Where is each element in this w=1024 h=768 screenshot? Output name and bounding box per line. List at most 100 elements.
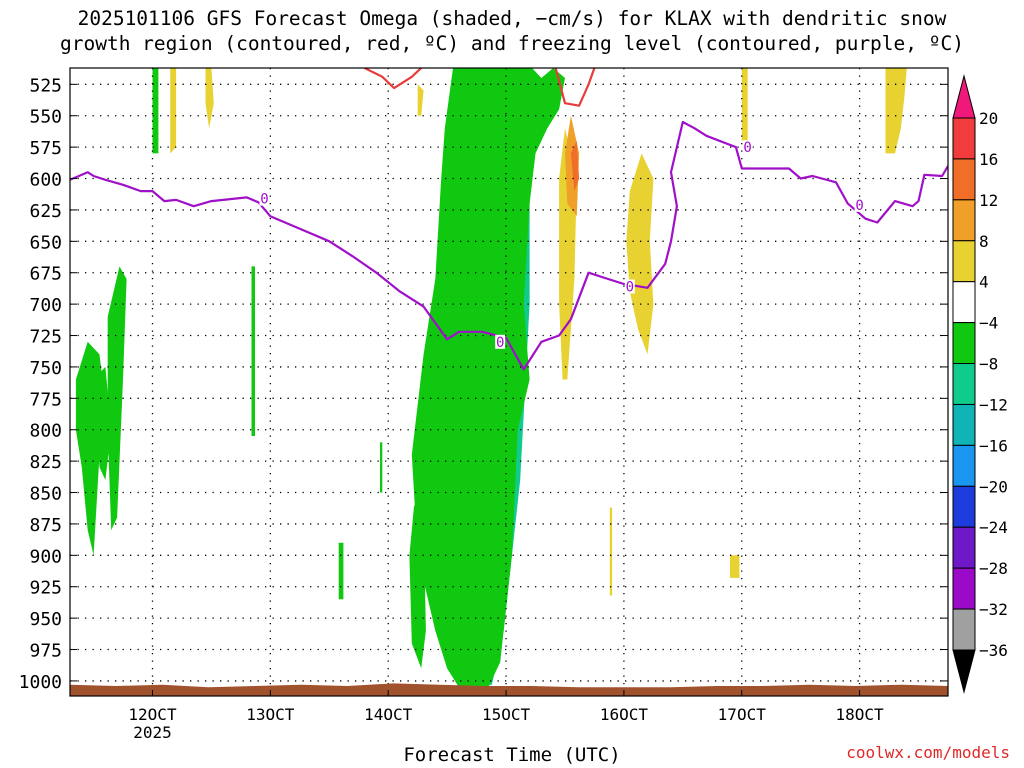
omega-region-4-20 <box>741 68 748 141</box>
x-tick-label-18OCT: 18OCT <box>836 705 885 724</box>
colorbar-segment-1 <box>952 158 976 201</box>
y-tick-label-725: 725 <box>29 327 62 348</box>
y-tick-label-675: 675 <box>29 264 62 285</box>
colorbar-top-arrow <box>952 74 976 119</box>
contours: 0 0 0 0 0 <box>70 68 948 371</box>
omega-region-4-21 <box>885 68 907 154</box>
y-tick-label-775: 775 <box>29 389 62 410</box>
y-tick-label-750: 750 <box>29 358 62 379</box>
x-tick-label-12OCT: 12OCT <box>128 705 177 724</box>
y-tick-label-975: 975 <box>29 641 62 662</box>
y-tick-label-525: 525 <box>29 75 62 96</box>
title-line-2: growth region (contoured, red, ºC) and f… <box>60 32 964 55</box>
omega-region-4-24 <box>417 84 424 116</box>
surface-band <box>70 683 948 696</box>
freezing-level-label-4: 0 <box>855 198 863 214</box>
omega-region-8-26 <box>565 115 580 217</box>
x-tick-label-14OCT: 14OCT <box>364 705 413 724</box>
y-tick-label-625: 625 <box>29 201 62 222</box>
colorbar-label-8: −16 <box>979 436 1008 455</box>
surface-terrain <box>70 683 948 696</box>
omega-region-neg4-16 <box>380 442 383 493</box>
colorbar-segment-6 <box>952 363 976 405</box>
y-tick-label-650: 650 <box>29 232 62 253</box>
colorbar-label-9: −20 <box>979 477 1008 496</box>
colorbar-segment-4 <box>952 281 976 324</box>
omega-region-4-25 <box>609 507 613 596</box>
colorbar-segment-3 <box>952 240 976 283</box>
colorbar-bottom-arrow <box>952 649 976 694</box>
colorbar: 20 16 12 8 4 −4 −8 −12 −16 −20 −24 −28 −32 −36 <box>952 74 1008 694</box>
freezing-level-label-2: 0 <box>626 280 634 296</box>
freezing-level-label-1: 0 <box>496 335 504 351</box>
y-tick-label-1000: 1000 <box>19 672 62 693</box>
colorbar-label-3: 8 <box>979 232 989 251</box>
omega-region-12-27 <box>570 140 580 192</box>
omega-region-4-19 <box>730 555 740 578</box>
colorbar-segment-8 <box>952 444 976 487</box>
x-tick-label-17OCT: 17OCT <box>718 705 767 724</box>
y-tick-label-825: 825 <box>29 452 62 473</box>
freezing-level-line <box>70 120 948 371</box>
x-tick-label-16OCT: 16OCT <box>600 705 649 724</box>
omega-region-neg4-13 <box>152 68 159 154</box>
y-tick-label-875: 875 <box>29 515 62 536</box>
x-axis-tick-labels: 12OCT 13OCT 14OCT 15OCT 16OCT 17OCT 18OCT 2025 <box>128 705 884 742</box>
plot-frame <box>69 67 949 697</box>
omega-region-neg4-9 <box>409 505 426 669</box>
omega-region-neg4-11 <box>93 366 112 480</box>
colorbar-label-10: −24 <box>979 518 1008 537</box>
colorbar-segment-9 <box>952 485 976 528</box>
freezing-label-bg-0 <box>259 191 270 206</box>
colorbar-label-5: −4 <box>979 314 998 333</box>
x-axis-label: Forecast Time (UTC) <box>403 744 621 766</box>
omega-region-neg4-8 <box>411 68 565 688</box>
y-tick-label-900: 900 <box>29 546 62 567</box>
omega-region-4-22 <box>170 68 177 154</box>
colorbar-label-1: 16 <box>979 150 998 169</box>
omega-shading <box>75 68 907 688</box>
freezing-label-bg-4 <box>854 197 865 212</box>
colorbar-label-0: 20 <box>979 109 998 128</box>
omega-region-4-18 <box>626 153 654 355</box>
colorbar-segment-11 <box>952 567 976 610</box>
colorbar-segment-5 <box>952 322 976 365</box>
omega-region-neg4-15 <box>338 542 344 600</box>
omega-region-neg4-12 <box>107 266 127 531</box>
x-year-label: 2025 <box>133 723 172 742</box>
colorbar-segment-10 <box>952 526 976 569</box>
y-axis-tick-labels: 525 550 575 600 625 650 675 700 725 750 775 800 825 8… <box>19 75 62 693</box>
colorbar-label-6: −8 <box>979 355 998 374</box>
freezing-label-bg-2 <box>624 279 635 294</box>
freezing-level-label-3: 0 <box>743 140 751 156</box>
y-tick-label-550: 550 <box>29 107 62 128</box>
colorbar-label-4: 4 <box>979 273 989 292</box>
omega-region-4-23 <box>205 68 214 129</box>
freezing-level-label-0: 0 <box>260 192 268 208</box>
title-line-1: 2025101106 GFS Forecast Omega (shaded, −… <box>77 7 947 30</box>
omega-region-neg4-14 <box>251 266 255 436</box>
y-tick-label-800: 800 <box>29 421 62 442</box>
y-tick-label-850: 850 <box>29 484 62 505</box>
colorbar-label-11: −28 <box>979 559 1008 578</box>
colorbar-segment-2 <box>952 199 976 242</box>
y-tick-label-700: 700 <box>29 295 62 316</box>
colorbar-label-13: −36 <box>979 641 1008 660</box>
x-tick-label-15OCT: 15OCT <box>482 705 531 724</box>
colorbar-segment-7 <box>952 403 976 446</box>
colorbar-label-2: 12 <box>979 191 998 210</box>
y-tick-label-600: 600 <box>29 170 62 191</box>
freezing-label-bg-3 <box>742 140 753 155</box>
chart-title: 2025101106 GFS Forecast Omega (shaded, −… <box>0 6 1024 56</box>
colorbar-label-12: −32 <box>979 600 1008 619</box>
dgz-contour-1 <box>554 68 596 107</box>
watermark: coolwx.com/models <box>846 743 1010 762</box>
dgz-contour-0 <box>364 68 422 90</box>
x-tick-label-13OCT: 13OCT <box>246 705 295 724</box>
colorbar-segment-12 <box>952 608 976 651</box>
freezing-label-bg-1 <box>495 334 506 349</box>
y-tick-label-575: 575 <box>29 138 62 159</box>
y-tick-label-925: 925 <box>29 578 62 599</box>
plot-border <box>69 67 949 697</box>
